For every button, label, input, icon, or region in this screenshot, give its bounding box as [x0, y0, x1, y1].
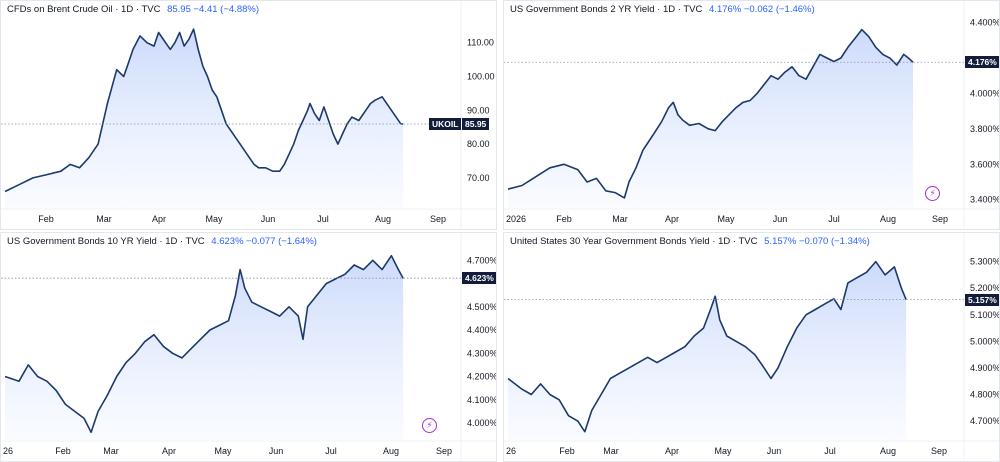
x-tick-label: Feb	[38, 214, 54, 224]
chart-title: CFDs on Brent Crude Oil · 1D · TVC	[7, 4, 161, 15]
x-tick-label: Jul	[828, 214, 840, 224]
x-tick-label: Sep	[932, 214, 948, 224]
lightning-icon[interactable]: ⚡	[925, 186, 940, 201]
y-tick-label: 4.400%	[970, 18, 1000, 28]
x-tick-label: Apr	[152, 214, 166, 224]
x-tick-label: Apr	[665, 446, 679, 456]
series-area	[5, 29, 404, 209]
x-tick-label: May	[717, 214, 735, 224]
symbol-tag: UKOIL	[429, 118, 462, 130]
x-tick-label: Sep	[931, 446, 947, 456]
last-value-tag: 4.176%	[965, 56, 999, 69]
y-tick-label: 4.300%	[467, 348, 497, 358]
x-tick-label: Jul	[824, 446, 836, 456]
last-value-tag: 5.157%	[965, 293, 999, 306]
chart-panel-us2y[interactable]: US Government Bonds 2 YR Yield · 1D · TV…	[503, 0, 1000, 230]
y-tick-label: 3.800%	[970, 124, 1000, 134]
chart-header: US Government Bonds 2 YR Yield · 1D · TV…	[510, 4, 815, 15]
y-tick-label: 3.600%	[970, 159, 1000, 169]
chart-panel-brent[interactable]: CFDs on Brent Crude Oil · 1D · TVC 85.95…	[0, 0, 497, 230]
chart-title: US Government Bonds 2 YR Yield · 1D · TV…	[510, 4, 703, 15]
chart-header: US Government Bonds 10 YR Yield · 1D · T…	[7, 236, 317, 247]
last-value-tag: 85.95	[462, 118, 490, 130]
x-tick-label: Mar	[96, 214, 112, 224]
x-tick-label: May	[214, 446, 232, 456]
chart-values: 4.176% −0.062 (−1.46%)	[709, 4, 815, 15]
y-tick-label: 4.000%	[467, 418, 497, 428]
x-tick-label: Mar	[103, 446, 119, 456]
y-tick-label: 5.000%	[970, 336, 1000, 346]
x-tick-label: Apr	[665, 214, 679, 224]
chart-panel-us10y[interactable]: US Government Bonds 10 YR Yield · 1D · T…	[0, 232, 497, 462]
x-tick-label: Aug	[880, 214, 896, 224]
chart-header: CFDs on Brent Crude Oil · 1D · TVC 85.95…	[7, 4, 259, 15]
x-tick-label: Sep	[430, 214, 446, 224]
y-tick-label: 3.400%	[970, 195, 1000, 205]
y-tick-label: 5.300%	[970, 257, 1000, 267]
x-tick-label: Mar	[603, 446, 619, 456]
y-tick-label: 4.500%	[467, 302, 497, 312]
y-tick-label: 4.900%	[970, 363, 1000, 373]
chart-panel-us30y[interactable]: United States 30 Year Government Bonds Y…	[503, 232, 1000, 462]
x-tick-label: 26	[3, 446, 13, 456]
chart-svg: 4.400% 4.000% 3.800% 3.600% 3.400% 2026 Feb Mar…	[504, 1, 1000, 229]
chart-header: United States 30 Year Government Bonds Y…	[510, 236, 870, 247]
x-tick-label: Jul	[317, 214, 329, 224]
x-tick-label: 26	[506, 446, 516, 456]
x-tick-label: Aug	[375, 214, 391, 224]
x-tick-label: Jun	[767, 446, 782, 456]
x-tick-label: May	[205, 214, 223, 224]
y-tick-label: 110.00	[467, 38, 494, 48]
y-tick-label: 5.200%	[970, 283, 1000, 293]
x-tick-label: Sep	[436, 446, 452, 456]
x-tick-label: Aug	[383, 446, 399, 456]
y-tick-label: 90.00	[467, 105, 490, 115]
chart-title: United States 30 Year Government Bonds Y…	[510, 236, 758, 247]
y-tick-label: 80.00	[467, 139, 490, 149]
y-tick-label: 100.00	[467, 71, 495, 81]
x-tick-label: Jun	[261, 214, 276, 224]
series-line	[507, 28, 914, 199]
series-line	[4, 254, 404, 434]
series-area	[5, 255, 404, 441]
lightning-icon[interactable]: ⚡	[422, 418, 437, 433]
x-tick-label: Feb	[556, 214, 572, 224]
y-tick-label: 4.200%	[467, 372, 497, 382]
chart-title: US Government Bonds 10 YR Yield · 1D · T…	[7, 236, 205, 247]
chart-values: 4.623% −0.077 (−1.64%)	[211, 236, 317, 247]
y-tick-label: 4.700%	[970, 416, 1000, 426]
y-tick-label: 4.000%	[970, 88, 1000, 98]
x-tick-label: Jul	[325, 446, 337, 456]
chart-svg: 110.00 100.00 90.00 80.00 70.00 Feb Mar Apr May J…	[1, 1, 496, 229]
x-tick-label: Feb	[559, 446, 575, 456]
x-tick-label: Jun	[269, 446, 284, 456]
series-area	[508, 261, 907, 441]
chart-values: 85.95 −4.41 (−4.88%)	[167, 4, 259, 15]
x-tick-label: Mar	[612, 214, 628, 224]
y-tick-label: 4.800%	[970, 389, 1000, 399]
series-line	[507, 260, 907, 433]
x-tick-label: 2026	[506, 214, 526, 224]
x-tick-label: Aug	[880, 446, 896, 456]
x-tick-label: Apr	[162, 446, 176, 456]
series-line	[4, 28, 404, 193]
y-tick-label: 4.100%	[467, 395, 497, 405]
chart-values: 5.157% −0.070 (−1.34%)	[764, 236, 870, 247]
y-tick-label: 4.400%	[467, 325, 497, 335]
chart-svg: 5.300% 5.200% 5.100% 5.000% 4.900% 4.800% 4.70…	[504, 233, 1000, 461]
y-tick-label: 70.00	[467, 173, 490, 183]
x-tick-label: May	[714, 446, 732, 456]
x-tick-label: Jun	[773, 214, 788, 224]
series-area	[508, 29, 913, 209]
y-tick-label: 5.100%	[970, 310, 1000, 320]
x-tick-label: Feb	[55, 446, 71, 456]
chart-svg: 4.700% 4.500% 4.400% 4.300% 4.200% 4.100% 4.00…	[1, 233, 497, 461]
y-tick-label: 4.700%	[467, 255, 497, 265]
last-value-tag: 4.623%	[462, 272, 496, 285]
